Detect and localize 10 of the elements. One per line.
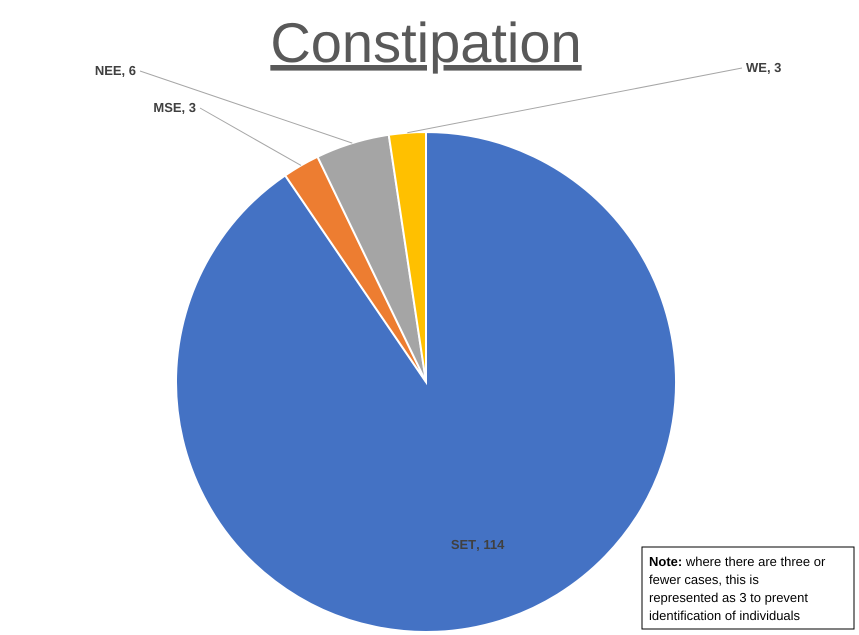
data-label: , 3 — [182, 100, 196, 115]
text: Note: where there are three or fewer cases, this is represented as 3 to prevent identification of individuals — [649, 554, 826, 623]
slice-label: WE — [746, 60, 768, 75]
slice-label: SET — [450, 537, 476, 552]
slice-label: MSE — [153, 100, 182, 115]
chart-title: Constipation — [270, 11, 582, 74]
data-label: , 6 — [122, 63, 136, 78]
data-label: , 3 — [766, 60, 782, 75]
slice-label: NEE — [94, 63, 122, 78]
data-label: , 114 — [476, 537, 506, 552]
